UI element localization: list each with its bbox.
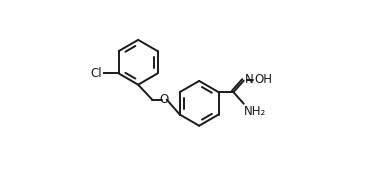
Text: O: O <box>160 93 169 106</box>
Text: N: N <box>245 73 254 86</box>
Text: NH₂: NH₂ <box>244 105 267 118</box>
Text: OH: OH <box>254 73 272 86</box>
Text: Cl: Cl <box>91 67 102 80</box>
